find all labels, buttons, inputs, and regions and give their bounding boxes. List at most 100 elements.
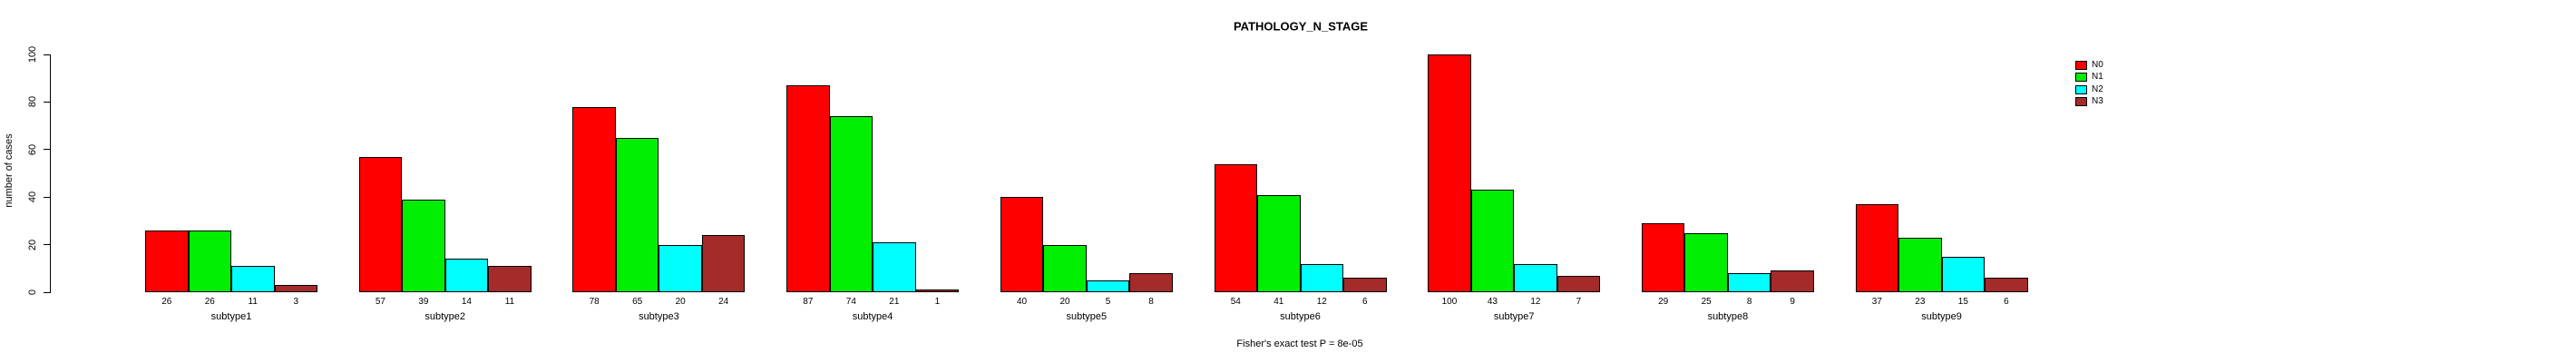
chart-title: PATHOLOGY_N_STAGE (1233, 19, 1369, 34)
bar-value-label: 65 (632, 297, 643, 307)
bar-value-label: 39 (418, 297, 429, 307)
legend-swatch-n3 (2075, 96, 2087, 106)
footnote-fisher-test: Fisher's exact test P = 8e-05 (1236, 338, 1363, 349)
legend-label-n1: N1 (2092, 72, 2103, 83)
category-label: subtype1 (210, 311, 252, 322)
bar-n1-subtype1 (188, 230, 231, 292)
bar-n2-subtype2 (444, 259, 489, 292)
bar-n1-subtype2 (402, 199, 445, 292)
bar-value-label: 41 (1273, 297, 1284, 307)
bar-value-label: 6 (1361, 297, 1368, 307)
bar-n3-subtype4 (915, 289, 960, 292)
y-tick-label: 100 (27, 45, 38, 64)
y-tick (44, 291, 51, 293)
category-label: subtype8 (1707, 311, 1749, 322)
category-label: subtype4 (852, 311, 893, 322)
bar-n0-subtype6 (1214, 163, 1257, 292)
bar-n2-subtype5 (1086, 280, 1130, 292)
legend-item-n2: N2 (2075, 83, 2103, 94)
bar-value-label: 37 (1871, 297, 1882, 307)
legend-label-n3: N3 (2092, 95, 2103, 106)
y-tick-label: 60 (27, 143, 38, 155)
bar-n3-subtype5 (1129, 273, 1173, 292)
bar-value-label: 8 (1148, 297, 1154, 307)
bar-value-label: 6 (2004, 297, 2009, 307)
bar-n2-subtype9 (1941, 256, 1986, 292)
bar-n3-subtype2 (488, 266, 532, 292)
bar-n3-subtype3 (701, 235, 746, 292)
bar-n0-subtype9 (1855, 204, 1899, 292)
y-tick-label: 0 (27, 289, 38, 296)
bar-value-label: 12 (1530, 297, 1541, 307)
bar-value-label: 11 (504, 297, 515, 307)
bar-n2-subtype6 (1300, 263, 1343, 292)
bar-value-label: 74 (845, 297, 856, 307)
legend-item-n0: N0 (2075, 61, 2103, 70)
category-label: subtype2 (424, 311, 466, 322)
y-tick-label: 40 (27, 191, 38, 203)
bar-value-label: 24 (718, 297, 729, 307)
bar-n0-subtype8 (1641, 223, 1685, 292)
bar-value-label: 87 (803, 297, 814, 307)
bar-value-label: 78 (589, 297, 600, 307)
bar-value-label: 20 (675, 297, 686, 307)
bar-value-label: 43 (1487, 297, 1498, 307)
y-tick-label: 80 (27, 96, 38, 108)
bar-n3-subtype9 (1985, 278, 2028, 292)
legend-swatch-n2 (2075, 84, 2087, 94)
bar-n0-subtype7 (1428, 54, 1471, 292)
bar-n1-subtype5 (1043, 244, 1087, 292)
bar-value-label: 25 (1701, 297, 1712, 307)
y-tick (44, 149, 51, 151)
y-tick (44, 101, 51, 103)
bar-value-label: 26 (204, 297, 215, 307)
bar-value-label: 23 (1915, 297, 1926, 307)
bar-n1-subtype8 (1684, 232, 1728, 292)
bar-n1-subtype3 (615, 137, 659, 292)
category-label: subtype7 (1493, 311, 1535, 322)
bar-value-label: 14 (461, 297, 472, 307)
bar-value-label: 15 (1957, 297, 1968, 307)
y-tick (44, 196, 51, 198)
bar-value-label: 40 (1016, 297, 1028, 307)
bar-value-label: 20 (1059, 297, 1070, 307)
legend-swatch-n1 (2075, 73, 2087, 83)
bar-n1-subtype7 (1470, 190, 1515, 292)
bar-n0-subtype2 (358, 156, 403, 292)
category-label: subtype9 (1921, 311, 1962, 322)
y-tick-label: 20 (27, 239, 38, 250)
bar-value-label: 11 (248, 297, 258, 307)
bar-n1-subtype9 (1898, 237, 1942, 292)
bar-value-label: 54 (1230, 297, 1241, 307)
legend-label-n0: N0 (2092, 60, 2103, 70)
bar-n2-subtype4 (873, 241, 916, 292)
bar-value-label: 57 (375, 297, 385, 307)
bar-value-label: 29 (1658, 297, 1669, 307)
y-tick (44, 244, 51, 246)
bar-value-label: 8 (1746, 297, 1752, 307)
bar-value-label: 5 (1105, 297, 1111, 307)
bar-n3-subtype7 (1556, 275, 1601, 292)
bar-value-label: 9 (1790, 297, 1795, 307)
legend-item-n1: N1 (2075, 72, 2103, 83)
bar-n1-subtype4 (829, 116, 873, 292)
category-label: subtype6 (1280, 311, 1321, 322)
bar-value-label: 26 (161, 297, 172, 307)
category-label: subtype3 (639, 311, 679, 322)
bar-value-label: 7 (1576, 297, 1582, 307)
bar-n3-subtype1 (274, 285, 317, 292)
legend-swatch-n0 (2075, 61, 2087, 70)
y-tick (44, 54, 51, 55)
bar-value-label: 1 (934, 297, 941, 307)
bar-n0-subtype3 (572, 106, 616, 292)
bar-value-label: 100 (1441, 297, 1458, 307)
bar-n1-subtype6 (1257, 194, 1301, 292)
bar-value-label: 3 (293, 297, 299, 307)
bar-n0-subtype4 (786, 85, 830, 292)
bar-n3-subtype6 (1343, 278, 1387, 292)
bar-n2-subtype1 (231, 266, 275, 292)
legend-label-n2: N2 (2092, 83, 2103, 94)
bar-n0-subtype5 (1000, 197, 1044, 292)
bar-n2-subtype7 (1514, 263, 1557, 292)
